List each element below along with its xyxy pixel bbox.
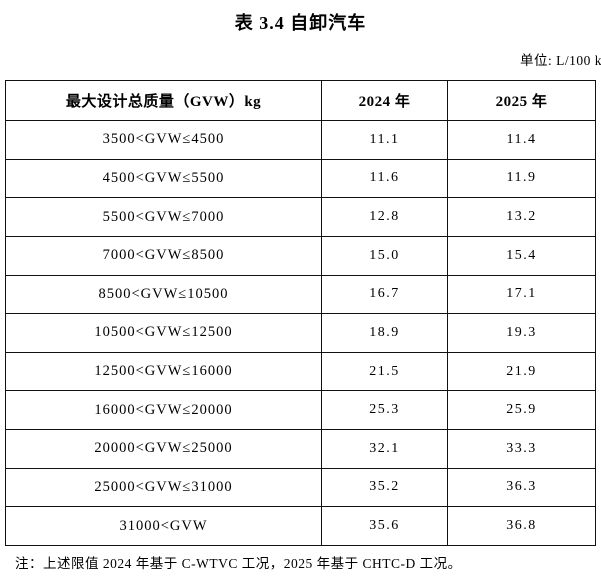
gvw-range-cell: 10500<GVW≤12500 xyxy=(5,313,322,353)
value-2025-cell: 21.9 xyxy=(447,351,596,392)
table-row: 7000<GVW≤8500 15.0 15.4 xyxy=(5,235,596,276)
table-row: 31000<GVW 35.6 36.8 xyxy=(5,506,596,546)
table-row: 12500<GVW≤16000 21.5 21.9 xyxy=(5,351,596,392)
value-2025-cell: 25.9 xyxy=(447,390,596,430)
gvw-range-cell: 3500<GVW≤4500 xyxy=(5,120,322,160)
footnote: 注：上述限值 2024 年基于 C-WTVC 工况，2025 年基于 CHTC-… xyxy=(15,556,462,571)
unit-label: 单位: L/100 km xyxy=(520,53,601,68)
value-2024-cell: 35.2 xyxy=(321,467,448,508)
column-header-2024: 2024 年 xyxy=(321,80,448,121)
gvw-range-cell: 8500<GVW≤10500 xyxy=(5,274,322,315)
column-header-2025: 2025 年 xyxy=(447,80,596,121)
value-2025-cell: 13.2 xyxy=(447,197,596,237)
value-2024-cell: 21.5 xyxy=(321,351,448,392)
gvw-range-cell: 5500<GVW≤7000 xyxy=(5,197,322,237)
value-2024-cell: 35.6 xyxy=(321,506,448,546)
gvw-range-cell: 4500<GVW≤5500 xyxy=(5,158,322,199)
fuel-limits-table: 最大设计总质量（GVW）kg 2024 年 2025 年 3500<GVW≤45… xyxy=(5,80,596,546)
gvw-range-cell: 7000<GVW≤8500 xyxy=(5,235,322,276)
gvw-range-cell: 20000<GVW≤25000 xyxy=(5,429,322,469)
value-2024-cell: 16.7 xyxy=(321,274,448,315)
value-2024-cell: 12.8 xyxy=(321,197,448,237)
value-2024-cell: 32.1 xyxy=(321,429,448,469)
value-2024-cell: 11.6 xyxy=(321,158,448,199)
page-title: 表 3.4 自卸汽车 xyxy=(234,13,367,33)
value-2024-cell: 15.0 xyxy=(321,235,448,276)
table-row: 5500<GVW≤7000 12.8 13.2 xyxy=(5,197,596,237)
table-row: 8500<GVW≤10500 16.7 17.1 xyxy=(5,274,596,315)
value-2025-cell: 33.3 xyxy=(447,429,596,469)
table-row: 20000<GVW≤25000 32.1 33.3 xyxy=(5,429,596,469)
table-row: 25000<GVW≤31000 35.2 36.3 xyxy=(5,467,596,508)
value-2024-cell: 25.3 xyxy=(321,390,448,430)
value-2025-cell: 15.4 xyxy=(447,235,596,276)
table-row: 10500<GVW≤12500 18.9 19.3 xyxy=(5,313,596,353)
value-2025-cell: 17.1 xyxy=(447,274,596,315)
gvw-range-cell: 25000<GVW≤31000 xyxy=(5,467,322,508)
value-2025-cell: 36.3 xyxy=(447,467,596,508)
column-header-gvw: 最大设计总质量（GVW）kg xyxy=(5,80,322,121)
table-row: 16000<GVW≤20000 25.3 25.9 xyxy=(5,390,596,430)
value-2025-cell: 19.3 xyxy=(447,313,596,353)
gvw-range-cell: 12500<GVW≤16000 xyxy=(5,351,322,392)
value-2024-cell: 18.9 xyxy=(321,313,448,353)
value-2025-cell: 11.9 xyxy=(447,158,596,199)
table-row: 3500<GVW≤4500 11.1 11.4 xyxy=(5,120,596,160)
gvw-range-cell: 16000<GVW≤20000 xyxy=(5,390,322,430)
table-row: 4500<GVW≤5500 11.6 11.9 xyxy=(5,158,596,199)
value-2025-cell: 11.4 xyxy=(447,120,596,160)
table-header-row: 最大设计总质量（GVW）kg 2024 年 2025 年 xyxy=(5,80,596,121)
value-2025-cell: 36.8 xyxy=(447,506,596,546)
value-2024-cell: 11.1 xyxy=(321,120,448,160)
gvw-range-cell: 31000<GVW xyxy=(5,506,322,546)
